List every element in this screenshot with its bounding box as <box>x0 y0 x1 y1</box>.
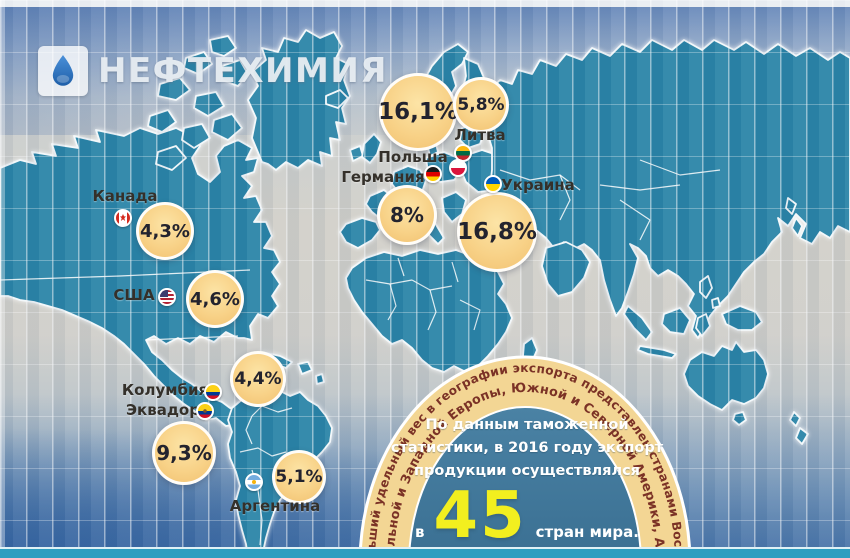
brand-name: НЕФТЕХИМИЯ <box>98 51 388 91</box>
logo-box <box>38 46 88 96</box>
count-prefix: в <box>415 523 425 541</box>
summary-line-2: статистики, в 2016 году экспорт <box>390 440 664 456</box>
brand-logo: НЕФТЕХИМИЯ <box>38 46 388 96</box>
top-edge-strip <box>0 0 850 7</box>
summary-line-1: По данным таможенной <box>425 417 629 433</box>
water-drop-icon <box>52 55 74 86</box>
count-suffix: стран мира. <box>535 523 639 541</box>
country-count-number: 45 <box>433 479 527 553</box>
country-count-row: в 45 стран мира. <box>415 479 639 553</box>
left-edge-strip <box>0 0 5 558</box>
bottom-teal-strip <box>0 547 850 558</box>
summary-line-3: продукции осуществлялся <box>414 463 640 479</box>
